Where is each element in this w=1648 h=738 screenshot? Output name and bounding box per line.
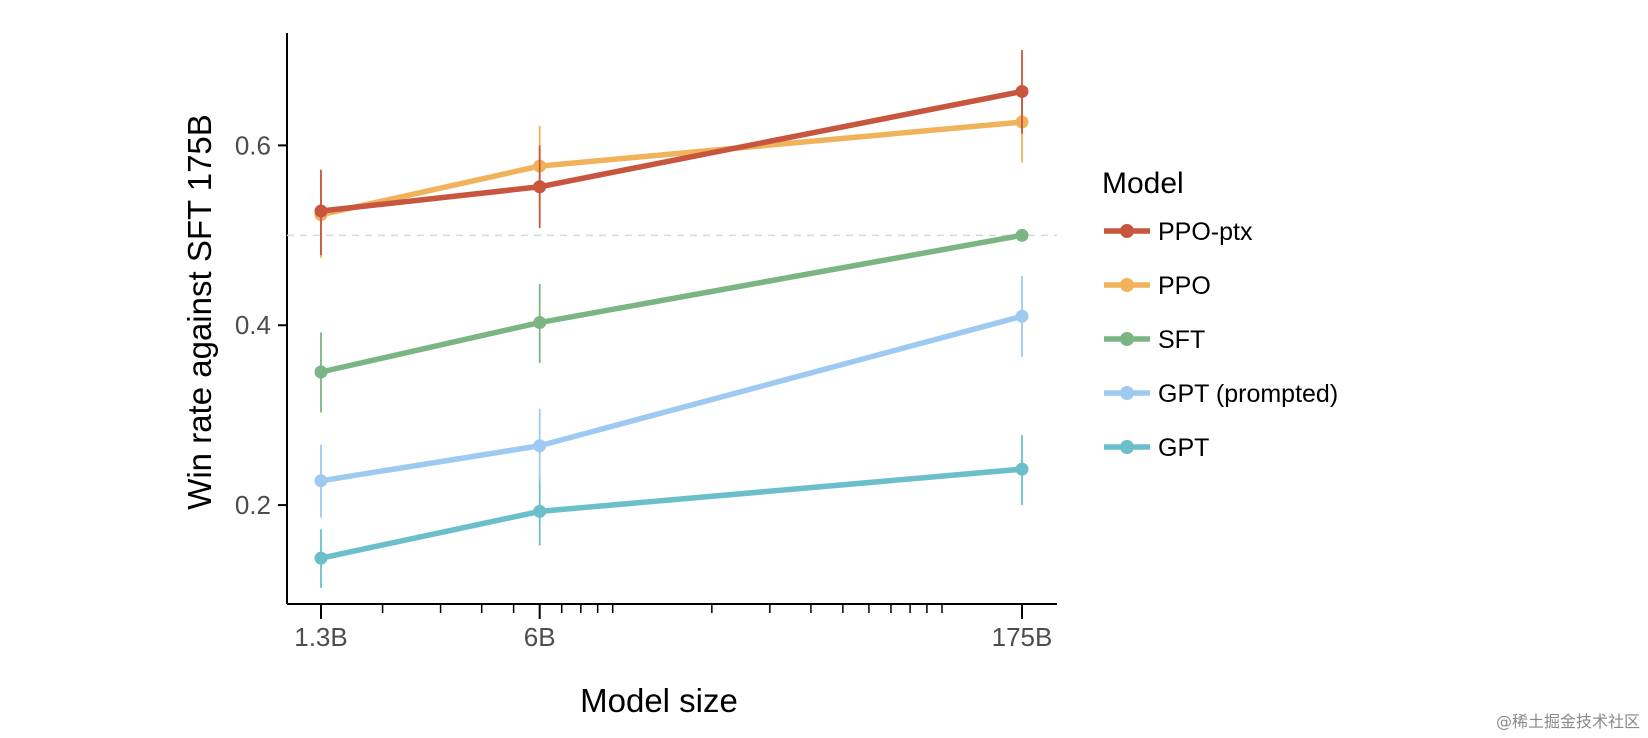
legend-title: Model — [1102, 167, 1184, 200]
legend-swatch-dot — [1120, 332, 1134, 346]
data-point — [314, 474, 328, 488]
legend-item-ppo-ptx: PPO-ptx — [1104, 218, 1253, 246]
legend-label: GPT — [1158, 434, 1209, 462]
legend-label: GPT (prompted) — [1158, 380, 1338, 408]
data-point — [1015, 84, 1029, 98]
y-tick-label: 0.6 — [235, 130, 271, 160]
data-point — [1015, 462, 1029, 476]
y-tick-label: 0.2 — [235, 490, 271, 520]
data-point — [314, 204, 328, 218]
x-tick-label: 1.3B — [294, 622, 348, 652]
data-point — [314, 365, 328, 379]
data-point — [1015, 309, 1029, 323]
series-gpt-prompted — [314, 275, 1029, 518]
legend-swatch-dot — [1120, 440, 1134, 454]
y-tick-label: 0.4 — [235, 310, 271, 340]
legend-item-ppo: PPO — [1104, 272, 1211, 300]
data-point — [533, 180, 547, 194]
x-tick-label: 175B — [992, 622, 1053, 652]
data-point — [533, 504, 547, 518]
series-gpt — [314, 434, 1029, 588]
series-line — [318, 313, 1025, 484]
legend-item-gpt-prompted: GPT (prompted) — [1104, 380, 1338, 408]
legend-swatch-dot — [1120, 224, 1134, 238]
legend-label: SFT — [1158, 326, 1205, 354]
legend: PPO-ptx PPO SFT GPT (prompted) GPT — [1104, 218, 1338, 462]
legend-item-sft: SFT — [1104, 326, 1205, 354]
series-line — [318, 466, 1025, 561]
legend-swatch-dot — [1120, 278, 1134, 292]
series-ppo-ptx — [314, 50, 1029, 256]
plot-area: 0.2 0.4 0.6 1.3B 6B 175B — [235, 33, 1057, 652]
y-axis-title: Win rate against SFT 175B — [181, 114, 218, 510]
legend-item-gpt: GPT — [1104, 434, 1209, 462]
data-point — [1015, 228, 1029, 242]
data-point — [533, 439, 547, 453]
series-sft — [314, 228, 1029, 413]
data-point — [314, 551, 328, 565]
watermark: @稀土掘金技术社区 — [1495, 712, 1640, 731]
data-point — [533, 316, 547, 330]
x-axis-title: Model size — [580, 682, 738, 719]
x-tick-label: 6B — [524, 622, 556, 652]
legend-swatch-dot — [1120, 386, 1134, 400]
series-line — [318, 232, 1025, 375]
legend-label: PPO — [1158, 272, 1211, 300]
legend-label: PPO-ptx — [1158, 218, 1253, 246]
